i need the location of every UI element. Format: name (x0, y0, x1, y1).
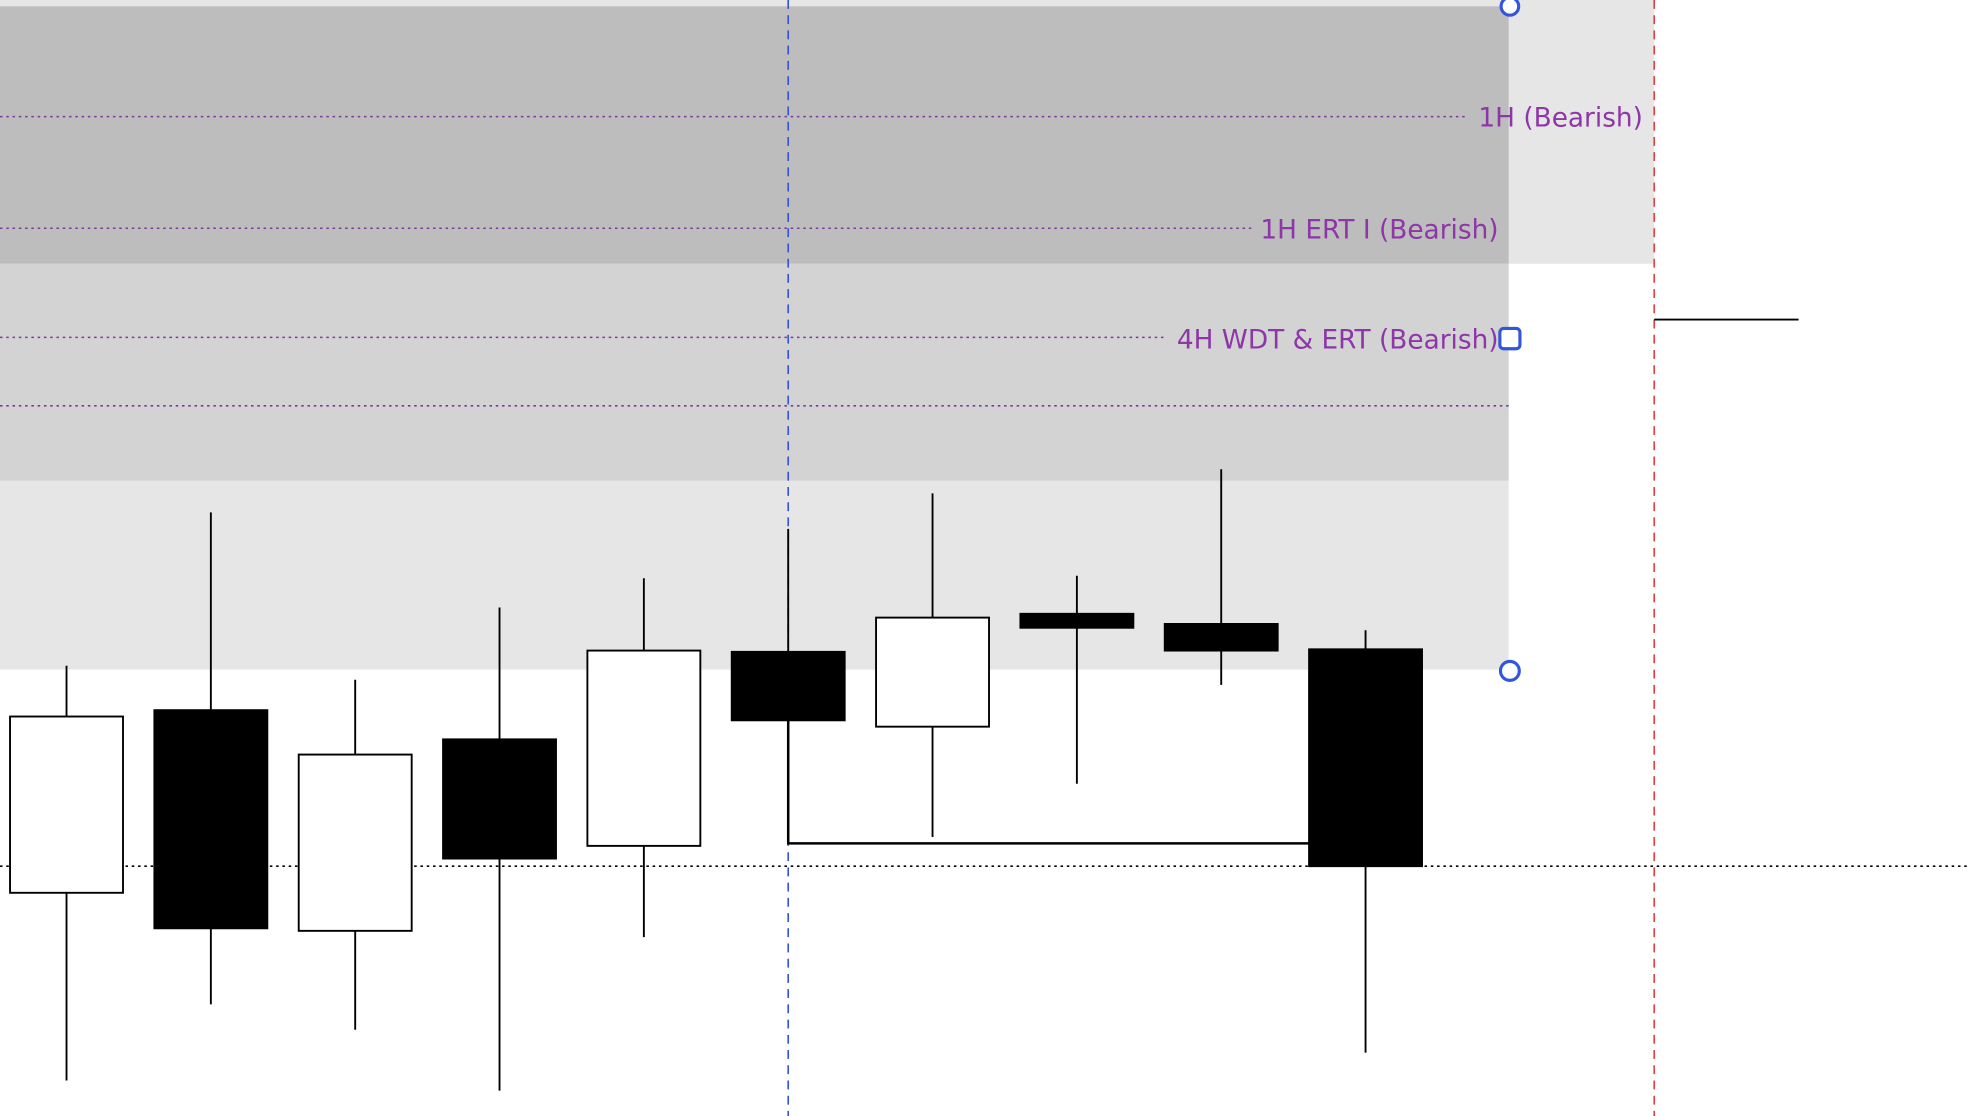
annotation: 4H WDT & ERT (Bearish) (1177, 325, 1499, 356)
level-lines (0, 115, 1509, 407)
candle-body (1163, 622, 1279, 652)
handle[interactable] (1498, 326, 1522, 351)
candle-body (730, 650, 846, 722)
zone-mid (0, 263, 1509, 481)
candle-body (442, 738, 557, 860)
candle-body (586, 649, 702, 847)
candle-body (153, 709, 269, 930)
handle[interactable] (1499, 0, 1521, 17)
candle-body (1308, 648, 1423, 868)
candles (9, 469, 1423, 1091)
candle-body (875, 616, 990, 728)
annotation: 1H ERT I (Bearish) (1260, 214, 1498, 245)
candle-body (9, 715, 124, 894)
range-line (786, 720, 1310, 845)
zone-dark (0, 6, 1509, 264)
candle-body (1019, 612, 1135, 629)
handle[interactable] (1498, 659, 1521, 682)
candle-body (297, 753, 413, 932)
annotation: 1H (Bearish) (1478, 103, 1643, 134)
